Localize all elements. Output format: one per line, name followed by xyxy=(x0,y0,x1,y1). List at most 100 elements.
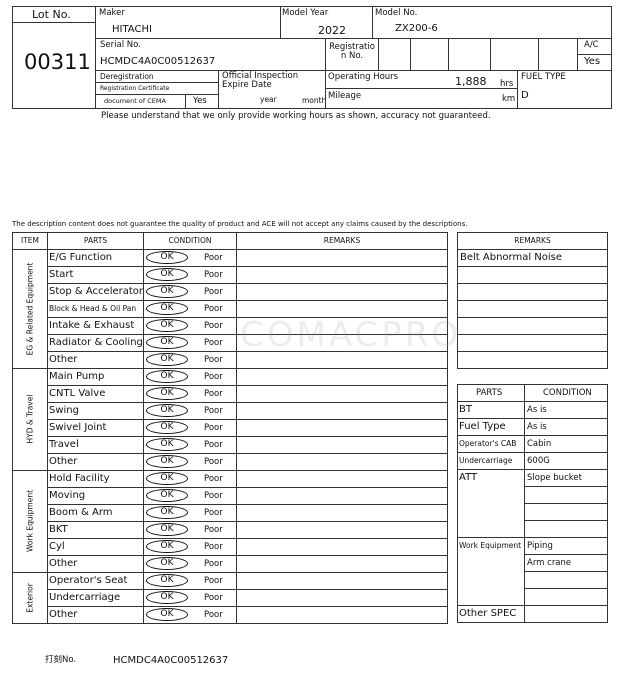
part: Other xyxy=(49,354,78,365)
spec-part: BT xyxy=(459,404,472,415)
mileage-label: Mileage xyxy=(328,91,362,101)
part: Boom & Arm xyxy=(49,507,113,518)
ok-mark: OK xyxy=(146,455,188,468)
column-header: ITEM xyxy=(20,236,39,245)
part: Swing xyxy=(49,405,79,416)
spec-condition: 600G xyxy=(527,456,550,466)
poor: Poor xyxy=(204,525,223,535)
ok-mark: OK xyxy=(146,353,188,366)
hours-unit: hrs xyxy=(500,79,514,89)
poor: Poor xyxy=(204,440,223,450)
poor: Poor xyxy=(204,406,223,416)
cell xyxy=(517,70,612,109)
poor: Poor xyxy=(204,287,223,297)
footer-label: 打刻No. xyxy=(45,655,77,665)
hours-label: Operating Hours xyxy=(328,72,399,82)
spec-header: CONDITION xyxy=(543,388,592,398)
cell xyxy=(236,606,448,624)
model-year: 2022 xyxy=(318,24,346,37)
cell xyxy=(236,266,448,284)
cell xyxy=(524,588,608,606)
ok-mark: OK xyxy=(146,285,188,298)
poor: Poor xyxy=(204,508,223,518)
footer-serial: HCMDC4A0C00512637 xyxy=(113,655,229,666)
maker-label: Maker xyxy=(99,8,125,18)
watermark: COMACPRO xyxy=(240,315,462,355)
ok-mark: OK xyxy=(146,489,188,502)
notice: Please understand that we only provide w… xyxy=(101,111,491,121)
ok-mark: OK xyxy=(146,387,188,400)
ok-mark: OK xyxy=(146,540,188,553)
ok-mark: OK xyxy=(146,557,188,570)
maker: HITACHI xyxy=(112,24,152,35)
group-label: EG & Related Equipment xyxy=(25,262,35,355)
part: Intake & Exhaust xyxy=(49,320,135,331)
cell xyxy=(524,605,608,623)
poor: Poor xyxy=(204,491,223,501)
cell xyxy=(378,38,411,71)
serial: HCMDC4A0C00512637 xyxy=(100,56,216,67)
cell xyxy=(538,38,578,71)
remark: Belt Abnormal Noise xyxy=(460,252,563,263)
ok-mark: OK xyxy=(146,268,188,281)
part: Cyl xyxy=(49,541,65,552)
part: Swivel Joint xyxy=(49,422,107,433)
poor: Poor xyxy=(204,338,223,348)
part: Travel xyxy=(49,439,79,450)
poor: Poor xyxy=(204,321,223,331)
column-header: CONDITION xyxy=(168,236,212,245)
cell xyxy=(236,436,448,454)
cell xyxy=(457,283,608,301)
cell xyxy=(524,520,608,538)
cell xyxy=(457,351,608,369)
ac: Yes xyxy=(584,56,601,67)
model-no-label: Model No. xyxy=(375,8,418,18)
cell xyxy=(524,571,608,589)
part: E/G Function xyxy=(49,252,113,263)
spec-part: Fuel Type xyxy=(459,421,506,432)
cell xyxy=(236,589,448,607)
poor: Poor xyxy=(204,270,223,280)
poor: Poor xyxy=(204,389,223,399)
spec-part: Other SPEC xyxy=(459,608,517,619)
cema: Yes xyxy=(193,96,207,106)
registration-certificate: Registration Certificate xyxy=(100,85,170,92)
fuel: D xyxy=(521,90,529,101)
spec-part: ATT xyxy=(459,472,478,483)
lot-label: Lot No. xyxy=(32,8,71,21)
part: Undercarriage xyxy=(49,592,121,603)
part: Main Pump xyxy=(49,371,105,382)
group-label: Exterior xyxy=(25,582,35,613)
ok-mark: OK xyxy=(146,336,188,349)
cell xyxy=(236,538,448,556)
model-year-label: Model Year xyxy=(282,8,329,18)
poor: Poor xyxy=(204,423,223,433)
spec-condition: Cabin xyxy=(527,439,552,449)
model-no: ZX200-6 xyxy=(395,23,438,34)
group-label: HYD & Travel xyxy=(25,394,35,444)
ok-mark: OK xyxy=(146,404,188,417)
part: Radiator & Cooling xyxy=(49,337,143,348)
cell xyxy=(236,368,448,386)
serial-label: Serial No. xyxy=(100,40,141,50)
cell xyxy=(577,38,612,55)
poor: Poor xyxy=(204,457,223,467)
cell xyxy=(236,419,448,437)
part: Other xyxy=(49,609,78,620)
part: Stop & Accelerator xyxy=(49,286,144,297)
poor: Poor xyxy=(204,304,223,314)
spec-condition: Arm crane xyxy=(527,558,572,568)
cell xyxy=(524,503,608,521)
lot-no: 00311 xyxy=(24,50,91,74)
ok-mark: OK xyxy=(146,421,188,434)
poor: Poor xyxy=(204,542,223,552)
spec-part: Work Equipment xyxy=(459,541,522,550)
cell xyxy=(448,38,491,71)
ok-mark: OK xyxy=(146,251,188,264)
cell xyxy=(236,504,448,522)
ok-mark: OK xyxy=(146,574,188,587)
ok-mark: OK xyxy=(146,319,188,332)
spec-condition: As is xyxy=(527,405,547,415)
km-unit: km xyxy=(502,94,516,104)
